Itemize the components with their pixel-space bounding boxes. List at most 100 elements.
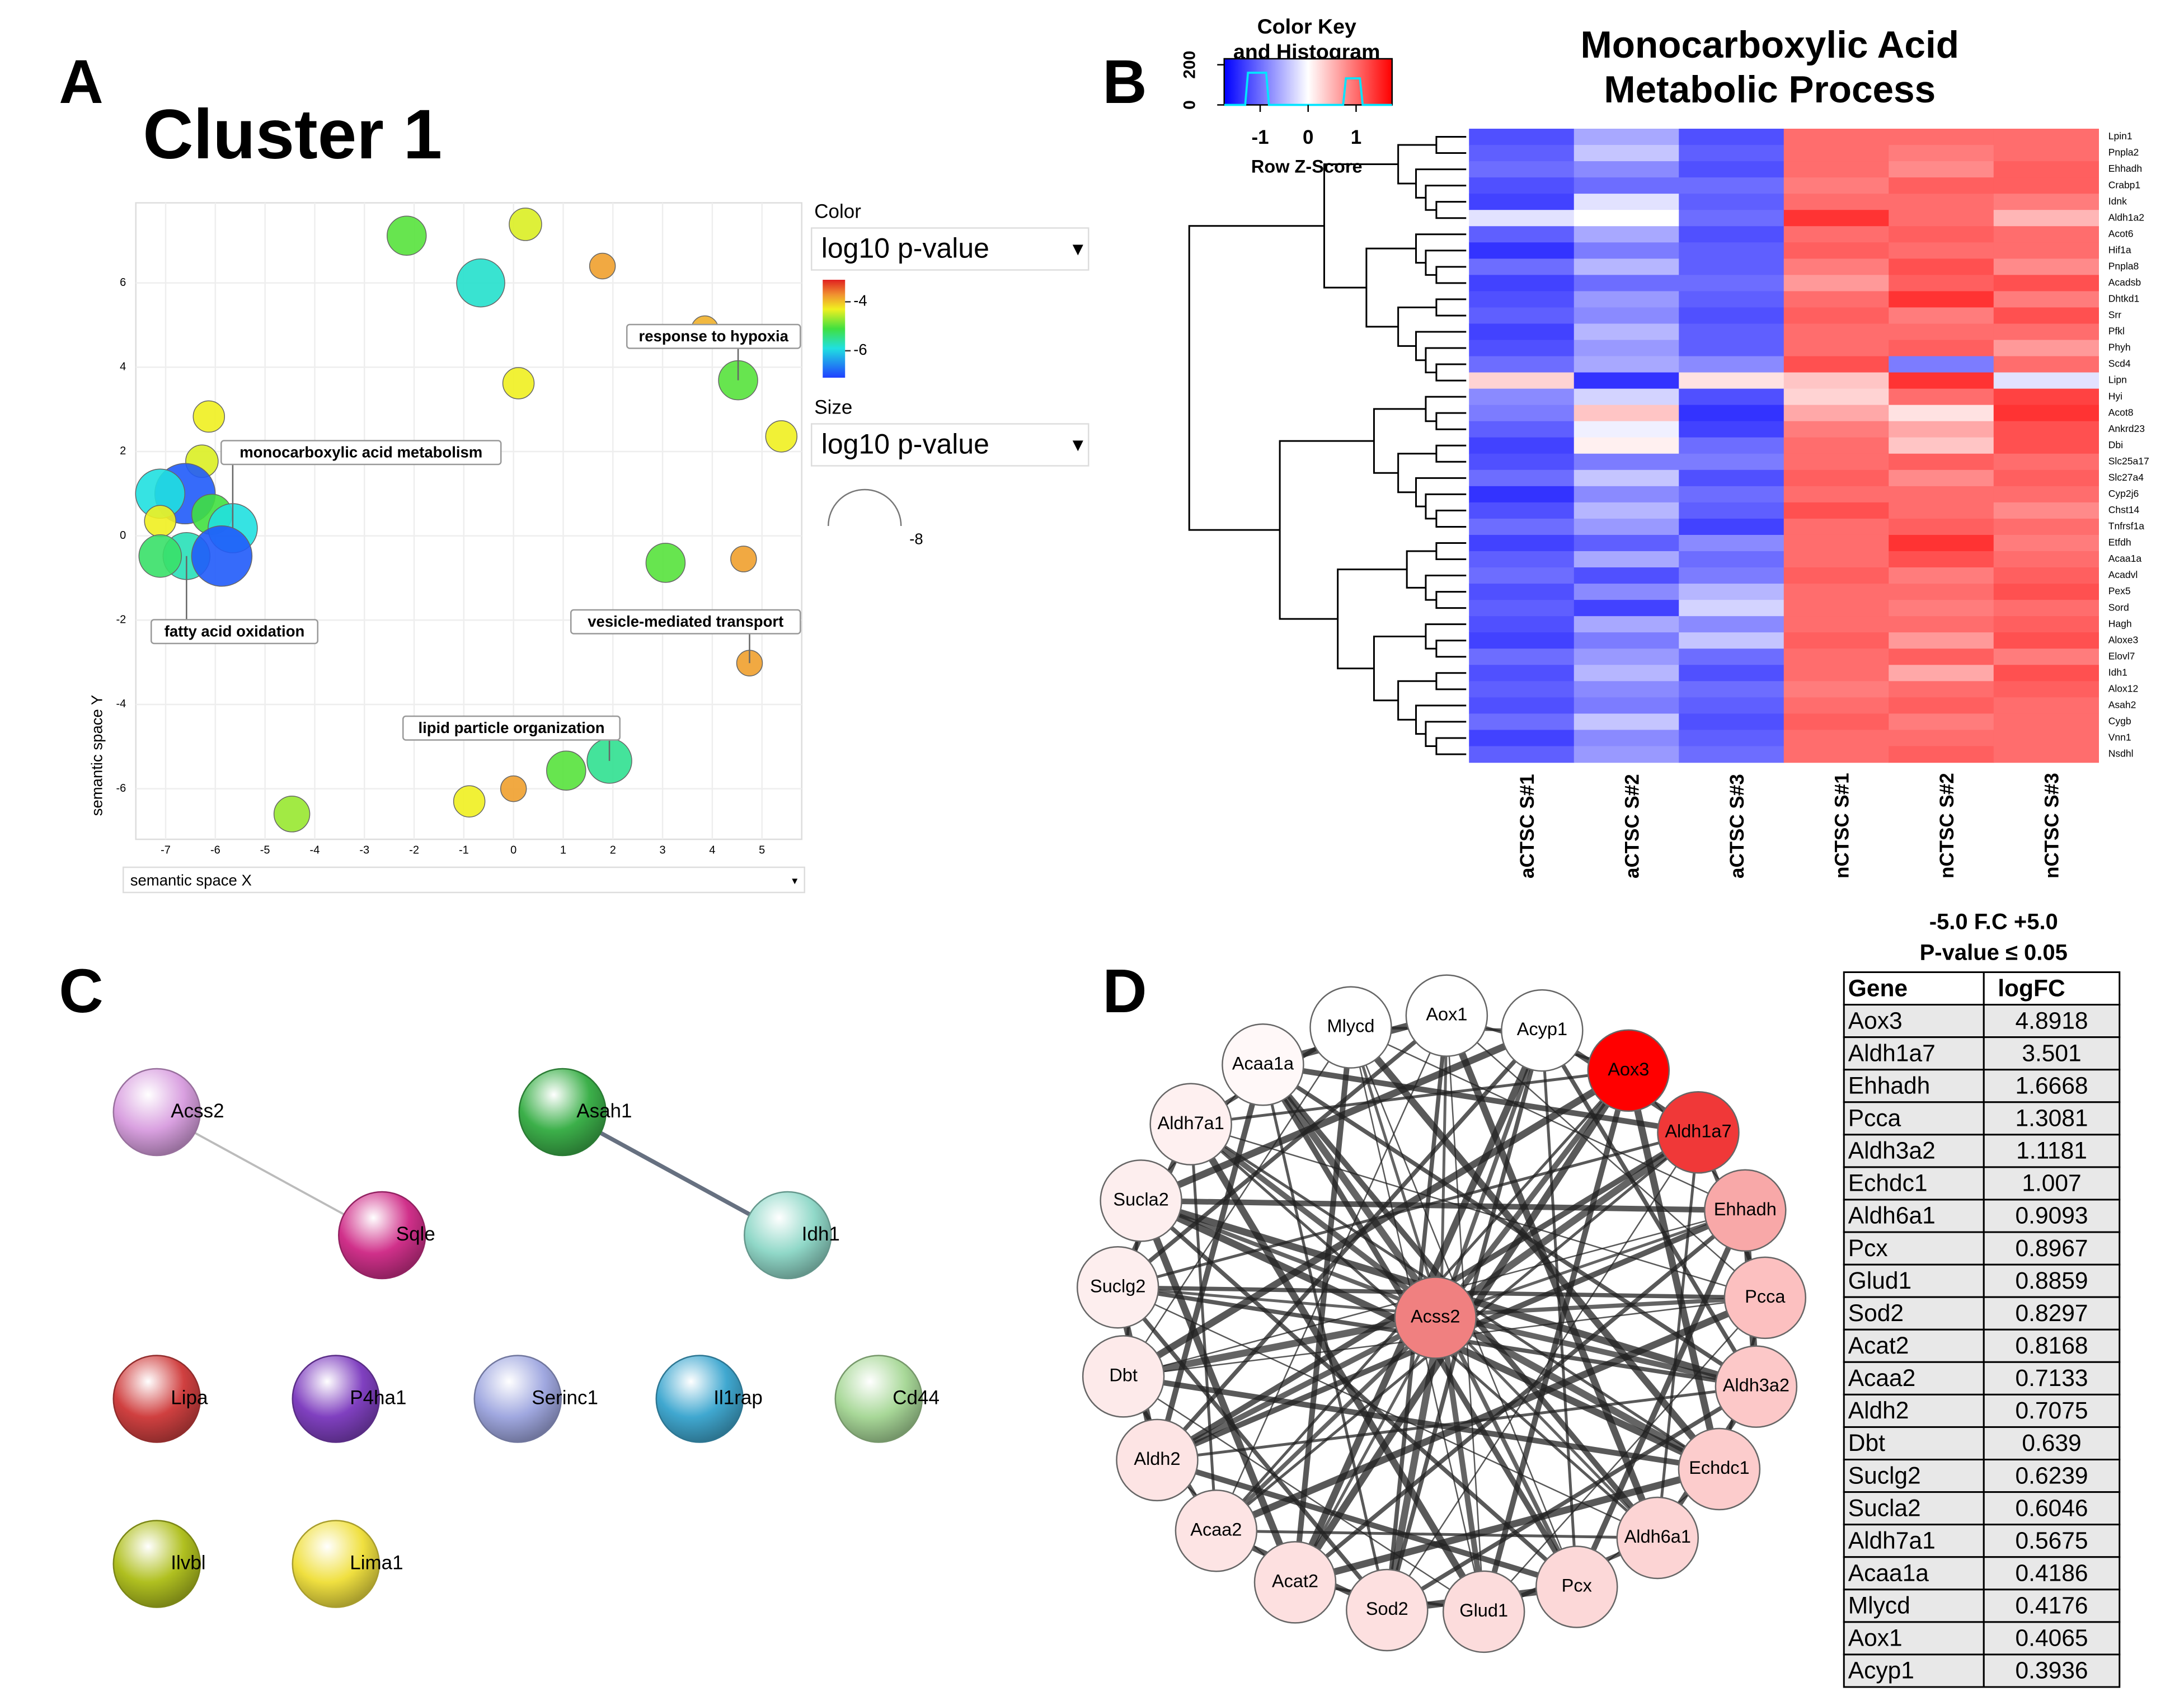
row-label: Acaa1a (2108, 553, 2142, 564)
heatmap-cell (1783, 242, 1889, 260)
heatmap-cell (1993, 518, 2099, 535)
table-text: 1.3081 (2016, 1106, 2088, 1132)
x-tick-label: -1 (459, 844, 469, 856)
gene-label: Acaa2 (1190, 1519, 1242, 1539)
dendrogram-branch (1425, 347, 1467, 374)
heatmap-cell (1469, 518, 1575, 535)
protein-label: Il1rap (713, 1387, 763, 1408)
interaction-edge (1261, 1063, 1758, 1389)
gene-label: Acss2 (1411, 1307, 1460, 1327)
x-tick-label: -2 (409, 844, 419, 856)
heatmap-cell (1679, 210, 1784, 227)
gene-label: Aox3 (1608, 1059, 1649, 1079)
heatmap-cell (1679, 437, 1784, 454)
gene-node (1222, 1023, 1304, 1106)
dendrogram-branch (1323, 163, 1398, 289)
interaction-edge (1439, 1016, 1448, 1315)
heatmap-cell (1889, 177, 1994, 194)
protein-label: Idh1 (802, 1223, 840, 1245)
heatmap-cell (1993, 746, 2099, 763)
heatmap-cell (1783, 291, 1889, 308)
heatmap-cell (1993, 388, 2099, 406)
protein-node (744, 1191, 832, 1280)
table-text: Sucla2 (1848, 1495, 1921, 1521)
y-tick-label: 0 (120, 529, 126, 542)
row-label: Dhtkd1 (2108, 293, 2139, 304)
heatmap-cell (1993, 194, 2099, 210)
row-label: Cyp2j6 (2108, 488, 2139, 499)
y-tick-label: -2 (116, 614, 126, 626)
dropdown-arrow: ▾ (792, 875, 797, 887)
heatmap-cell (1679, 340, 1784, 357)
dropdown-arrow: ▼ (1069, 435, 1087, 455)
gene-label: Pcca (1745, 1286, 1786, 1307)
heatmap-cell (1889, 502, 1994, 519)
legend-title: Size (814, 396, 852, 418)
row-label: Sord (2108, 602, 2129, 613)
gene-label: Pcx (1562, 1576, 1592, 1596)
heatmap-cell (1574, 730, 1679, 747)
interaction-edge (1260, 1063, 1444, 1317)
table-cell (1843, 1589, 1985, 1623)
panel-letter: C (59, 957, 103, 1026)
heatmap-cell (1993, 259, 2099, 276)
heatmap-cell (1679, 226, 1784, 243)
key-hist-tick-label: 0 (1181, 100, 1199, 110)
row-label: Pnpla8 (2108, 260, 2139, 271)
key-tick-label: -1 (1251, 126, 1269, 148)
gene-label: Ehhadh (1714, 1199, 1777, 1219)
gene-node (1116, 1418, 1199, 1502)
heatmap-cell (1469, 275, 1575, 292)
heatmap-cell (1783, 210, 1889, 227)
bubble (192, 400, 226, 433)
heatmap-cell (1679, 323, 1784, 341)
heatmap-cell (1993, 275, 2099, 292)
heatmap-cell (1889, 567, 1994, 584)
heatmap-cell (1574, 242, 1679, 260)
x-tick-label: -3 (359, 844, 369, 856)
heatmap-cell (1679, 534, 1784, 552)
table-cell (1983, 1166, 2121, 1201)
heatmap-cell (1889, 210, 1994, 227)
heatmap-cell (1889, 145, 1994, 162)
heatmap-cell (1993, 405, 2099, 422)
heatmap-cell (1889, 226, 1994, 243)
heatmap-cell (1993, 129, 2099, 145)
bubble (144, 505, 177, 537)
heatmap-cell (1574, 502, 1679, 519)
row-label: Aldh1a2 (2108, 212, 2144, 223)
heatmap-cell (1469, 259, 1575, 276)
heatmap-cell (1993, 242, 2099, 260)
protein-label: Lipa (171, 1387, 208, 1408)
bubble (645, 543, 686, 583)
table-cell (1843, 971, 1985, 1006)
gene-node (1704, 1169, 1787, 1252)
heatmap-cell (1679, 291, 1784, 308)
table-text: Aldh2 (1848, 1398, 1909, 1424)
heatmap-cell (1783, 518, 1889, 535)
row-label: Aloxe3 (2108, 634, 2139, 645)
dendrogram-branch (1337, 568, 1407, 670)
heatmap-cell (1679, 405, 1784, 422)
heatmap-cell (1993, 356, 2099, 373)
dendrogram-branch (1435, 672, 1467, 690)
key-tick-label: 0 (1303, 126, 1313, 148)
gene-node (1100, 1159, 1182, 1242)
heatmap-cell (1783, 534, 1889, 552)
row-label: Slc25a17 (2108, 455, 2149, 467)
heatmap-cell (1469, 161, 1575, 178)
dendrogram-branch (1373, 408, 1426, 474)
heatmap-cell (1993, 502, 2099, 519)
heatmap-cell (1469, 746, 1575, 763)
heatmap-cell (1574, 145, 1679, 162)
interaction-edge (1156, 1312, 1443, 1463)
key-tick-label: 1 (1351, 126, 1361, 148)
table-text: 0.6046 (2016, 1495, 2088, 1521)
gene-label: Glud1 (1459, 1600, 1508, 1620)
heatmap-cell (1679, 518, 1784, 535)
row-label: Hyi (2108, 391, 2122, 402)
heatmap-cell (1993, 730, 2099, 747)
row-label: Crabp1 (2108, 179, 2140, 190)
interaction-edge (1190, 1123, 1765, 1299)
